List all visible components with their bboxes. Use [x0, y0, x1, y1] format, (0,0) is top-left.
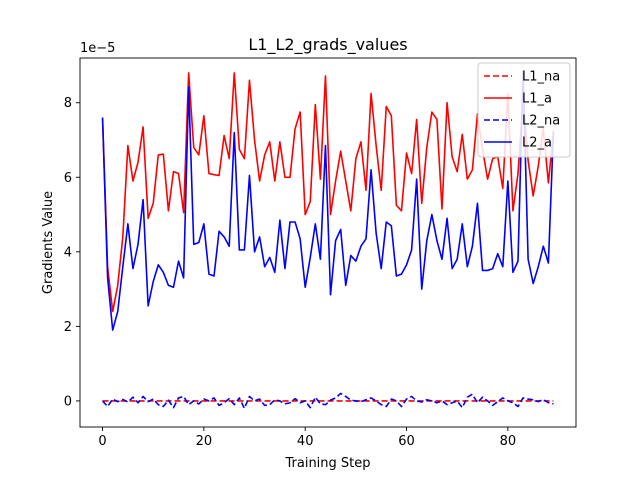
y-tick-label: 0	[64, 394, 72, 409]
y-axis-label: Gradients Value	[41, 191, 56, 294]
chart-title: L1_L2_grads_values	[248, 35, 407, 55]
legend: L1_na L1_a L2_na L2_a	[477, 62, 571, 158]
axes: 0 20 40 60 80 0 2 4 6 8	[64, 57, 577, 449]
x-tick-label: 40	[297, 434, 314, 449]
legend-label-l2-na: L2_na	[522, 114, 560, 129]
x-axis-label: Training Step	[284, 456, 370, 471]
y-tick-label: 6	[64, 171, 72, 186]
y-tick-label: 2	[64, 320, 72, 335]
axes-frame	[79, 57, 577, 428]
y-tick-label: 4	[64, 245, 72, 260]
legend-label-l1-na: L1_na	[522, 70, 560, 85]
x-tick-label: 60	[398, 434, 415, 449]
y-tick-label: 8	[64, 96, 72, 111]
x-tick-label: 80	[500, 434, 517, 449]
y-offset-text: 1e−5	[80, 41, 115, 56]
x-tick-label: 20	[196, 434, 213, 449]
legend-label-l2-a: L2_a	[522, 136, 552, 151]
legend-box	[477, 62, 571, 158]
x-tick-label: 0	[98, 434, 106, 449]
series-line-l2-na	[101, 392, 554, 410]
legend-label-l1-a: L1_a	[522, 92, 552, 107]
series-line-l2-a	[101, 70, 555, 331]
